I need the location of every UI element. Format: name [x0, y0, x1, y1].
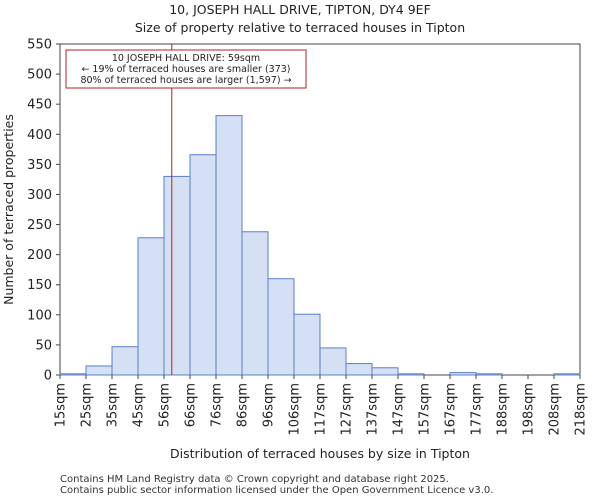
annotation-text: 10 JOSEPH HALL DRIVE: 59sqm — [112, 53, 260, 64]
x-axis-label: Distribution of terraced houses by size … — [170, 446, 470, 461]
y-tick-label: 400 — [27, 128, 52, 143]
histogram-bar — [85, 365, 113, 376]
x-tick-label: 106sqm — [288, 383, 303, 436]
y-tick-label: 450 — [27, 98, 52, 113]
x-tick-label: 157sqm — [418, 383, 433, 436]
annotation-text: 80% of terraced houses are larger (1,597… — [80, 75, 291, 86]
x-tick-label: 127sqm — [340, 383, 355, 436]
x-tick-label: 45sqm — [132, 383, 147, 427]
histogram-bar — [163, 175, 191, 376]
histogram-bar — [137, 237, 165, 376]
histogram-bar — [449, 372, 477, 376]
x-tick-label: 198sqm — [522, 383, 537, 436]
y-tick-label: 200 — [27, 248, 52, 263]
y-tick-label: 0 — [44, 369, 52, 384]
footer-line-1: Contains HM Land Registry data © Crown c… — [60, 474, 449, 485]
histogram-bar — [215, 115, 243, 376]
chart-title: 10, JOSEPH HALL DRIVE, TIPTON, DY4 9EF — [169, 2, 431, 17]
x-tick-label: 177sqm — [470, 383, 485, 436]
y-tick-label: 250 — [27, 218, 52, 233]
histogram-bar — [189, 154, 217, 376]
annotation-text: ← 19% of terraced houses are smaller (37… — [81, 64, 290, 75]
y-tick-label: 150 — [27, 278, 52, 293]
x-tick-label: 137sqm — [366, 383, 381, 436]
histogram-bar — [267, 278, 295, 376]
x-tick-label: 86sqm — [236, 383, 251, 427]
x-tick-label: 76sqm — [210, 383, 225, 427]
x-tick-label: 35sqm — [106, 383, 121, 427]
chart-subtitle: Size of property relative to terraced ho… — [134, 20, 466, 35]
y-tick-label: 550 — [27, 38, 52, 53]
x-tick-label: 167sqm — [444, 383, 459, 436]
x-tick-label: 218sqm — [574, 383, 589, 436]
y-tick-label: 100 — [27, 308, 52, 323]
histogram-bar — [553, 373, 581, 376]
x-tick-label: 96sqm — [262, 383, 277, 427]
x-tick-label: 25sqm — [80, 383, 95, 427]
x-tick-label: 56sqm — [158, 383, 173, 427]
y-axis-label: Number of terraced properties — [1, 114, 16, 305]
histogram-bar — [319, 347, 347, 376]
histogram-bar — [371, 367, 399, 376]
histogram-bar — [293, 313, 321, 376]
x-tick-label: 147sqm — [392, 383, 407, 436]
histogram-bar — [397, 373, 425, 376]
x-tick-label: 117sqm — [314, 383, 329, 436]
x-tick-label: 15sqm — [54, 383, 69, 427]
y-tick-label: 500 — [27, 68, 52, 83]
x-tick-label: 208sqm — [548, 383, 563, 436]
histogram-bar — [475, 373, 503, 376]
x-tick-label: 188sqm — [496, 383, 511, 436]
y-tick-label: 350 — [27, 158, 52, 173]
footer-line-2: Contains public sector information licen… — [60, 485, 494, 496]
y-tick-label: 300 — [27, 188, 52, 203]
x-tick-label: 66sqm — [184, 383, 199, 427]
histogram-bar — [345, 363, 373, 376]
histogram-bar — [59, 373, 87, 376]
histogram-bar — [241, 231, 269, 376]
annotation-box — [65, 49, 307, 89]
histogram-bar — [111, 346, 139, 376]
y-tick-label: 50 — [35, 338, 52, 353]
